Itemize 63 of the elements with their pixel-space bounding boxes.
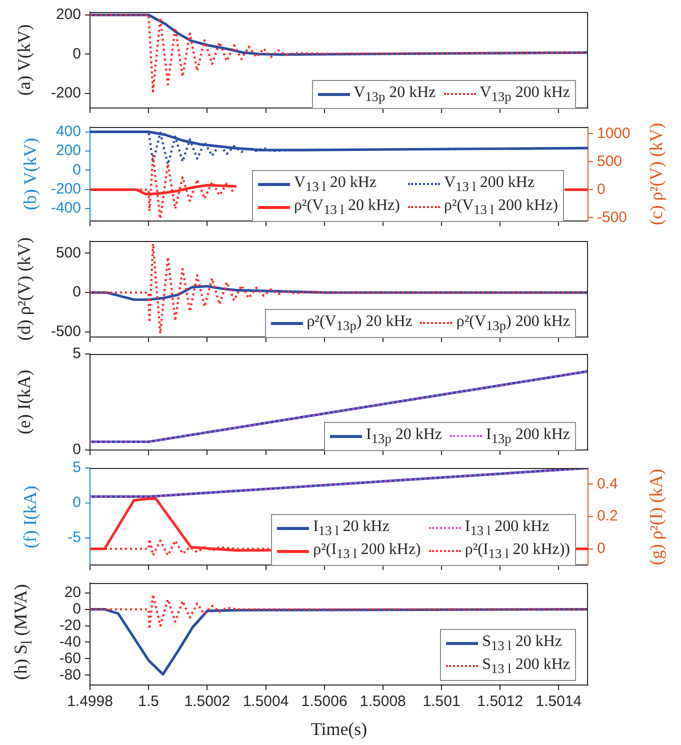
x-tick-label: 1.5002 [184,693,230,710]
legend-label: V$_{13 l}$ 20 kHz [294,174,377,195]
x-tick-label: 1.5008 [360,693,406,710]
x-tick-label: 1.5006 [301,693,348,710]
y-tick-label: 0 [72,45,81,62]
y-tick-label: 400 [56,122,81,140]
y-axis-title: (d) ρ²(V) (kV) [14,237,34,341]
y-tick-label: 500 [56,244,81,262]
y-tick-label: -40 [59,633,81,650]
legend-label: S$_{13 l}$ 200 kHz [482,656,570,677]
y-tick-label: -60 [59,650,81,667]
y-tick-label: -400 [50,200,81,217]
y-tick-label: 0 [72,600,81,618]
y2-tick-label: 500 [597,152,622,170]
y-tick-label: -80 [59,666,81,684]
y-tick-label: -200 [50,84,81,102]
legend-label: V$_{13 l}$ 200 kHz [444,174,535,195]
y-tick-label: -20 [59,616,81,634]
legend-label: ρ²(I$_{13 l}$ 200 kHz) [313,540,421,562]
y2-tick-label: 0 [597,540,606,557]
x-axis-title: Time(s) [310,718,368,739]
x-tick-label: 1.5004 [242,693,289,710]
y-axis-title: (b) V(kV) [20,138,40,210]
y-tick-label: 0 [72,284,81,301]
y2-tick-label: 0.4 [597,475,618,492]
legend-label: I$_{13p}$ 200 kHz [486,426,570,447]
legend-label: V$_{13p}$ 200 kHz [480,84,570,105]
y-tick-label: -5 [68,528,81,546]
y-tick-label: -200 [50,180,81,198]
y2-tick-label: 1000 [597,124,630,142]
y-tick-label: 5 [72,345,81,362]
y-tick-label: -500 [50,323,81,340]
legend-label: S$_{13 l}$ 20 kHz [482,632,562,654]
y-axis-title: (e) I(kA) [14,370,34,434]
y2-tick-label: 0.2 [597,508,618,525]
legend-label: ρ²(V$_{13p}$) 200 kHz [456,312,570,334]
y2-axis-title: (c) ρ²(V) (kV) [646,122,666,226]
y-axis-title: (a) V(kV) [14,24,34,96]
x-tick-label: 1.4998 [67,693,113,710]
legend-label: I$_{13 l}$ 20 kHz [313,518,390,539]
line-series [90,593,588,630]
y-axis-title: (f) I(kA) [20,485,40,548]
x-tick-label: 1.5014 [536,693,582,710]
y2-tick-label: -500 [597,208,628,226]
x-tick-label: 1.501 [422,693,460,710]
legend-label: ρ²(V$_{13 l}$ 20 kHz) [294,196,400,218]
x-tick-label: 1.5012 [477,693,524,710]
legend-label: I$_{13 l}$ 200 kHz [464,518,550,539]
legend-label: ρ²(I$_{13 l}$ 20 kHz)) [464,540,570,562]
legend-label: I$_{13p}$ 20 kHz [366,426,442,447]
y2-tick-label: 0 [597,180,606,198]
legend-label: ρ²(V$_{13 l}$ 200 kHz) [444,196,558,218]
legend-label: V$_{13p}$ 20 kHz [354,84,436,105]
y-tick-label: 5 [72,459,81,476]
y-tick-label: 20 [64,584,81,602]
y-tick-label: 200 [56,6,81,24]
y-tick-label: 0 [72,441,81,458]
y-tick-label: 200 [56,142,81,160]
y-tick-label: 0 [72,494,81,512]
x-tick-label: 1.5 [138,693,160,710]
y-tick-label: 0 [72,161,81,178]
legend-label: ρ²(V$_{13p}$) 20 kHz [306,312,412,334]
y2-axis-title: (g) ρ²(I) (kA) [646,468,666,565]
